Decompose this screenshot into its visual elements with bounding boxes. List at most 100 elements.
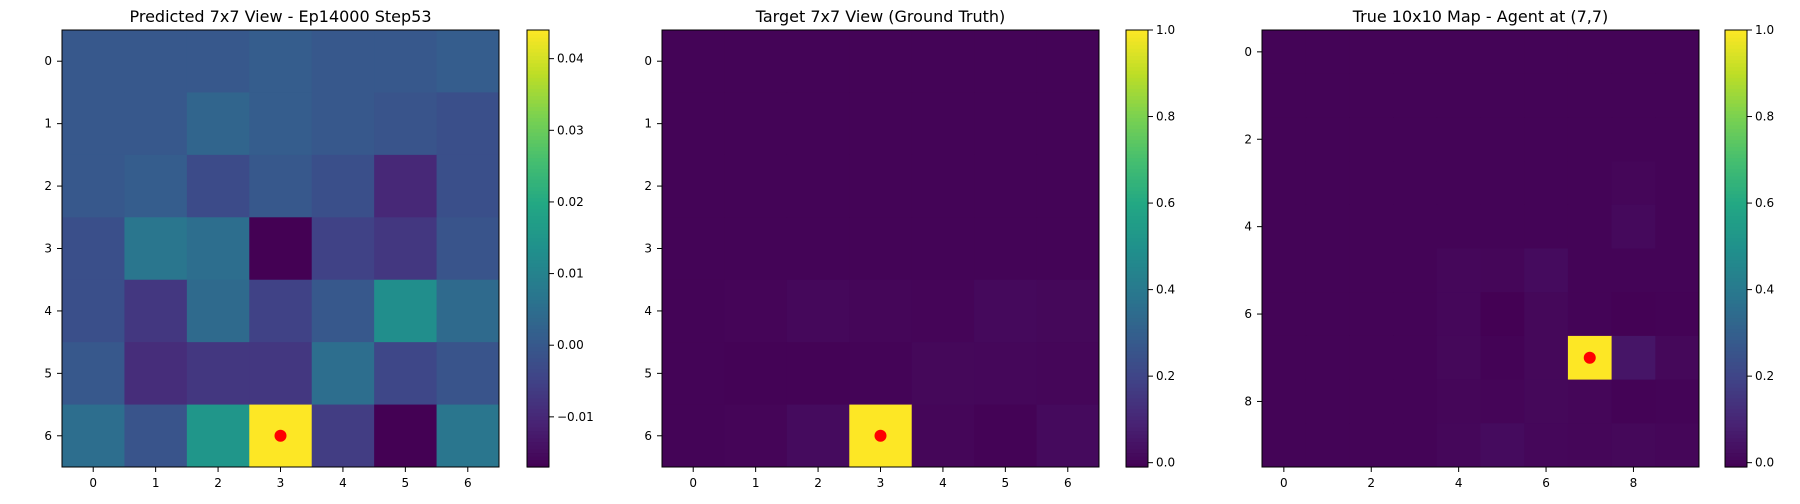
colorbar-tick-label: −0.01 <box>557 410 594 424</box>
heatmap-cell <box>1305 204 1350 249</box>
heatmap-cell <box>311 404 375 468</box>
heatmap-cell <box>1480 423 1525 468</box>
heatmap-cell <box>249 279 313 343</box>
heatmap-cell <box>1262 117 1307 162</box>
colorbar-segment <box>1725 157 1747 162</box>
colorbar-segment <box>1725 284 1747 290</box>
colorbar-segment <box>1725 368 1747 373</box>
colorbar-segment <box>1725 339 1747 344</box>
colorbar-segment <box>1725 317 1747 322</box>
heatmap-cell <box>1436 379 1481 424</box>
heatmap-cell <box>436 342 500 406</box>
heatmap-cell <box>124 342 188 406</box>
colorbar-segment <box>527 412 549 417</box>
heatmap-cell <box>311 279 375 343</box>
colorbar-segment <box>527 259 549 264</box>
colorbar-segment <box>527 390 549 395</box>
heatmap-cell <box>1655 204 1700 249</box>
colorbar-segment <box>1725 30 1747 35</box>
colorbar-segment <box>1725 102 1747 108</box>
heatmap-cell <box>1305 379 1350 424</box>
heatmap-cell <box>311 92 375 156</box>
heatmap-cell <box>1611 335 1656 381</box>
colorbar-segment <box>1126 328 1148 333</box>
heatmap-cell <box>1655 292 1700 337</box>
colorbar-segment <box>527 328 549 333</box>
heatmap-cell <box>374 92 438 156</box>
colorbar-segment <box>1126 303 1148 308</box>
heatmap-cell <box>1436 30 1481 75</box>
agent-marker <box>874 429 887 442</box>
colorbar-segment <box>527 30 549 35</box>
colorbar-segment <box>527 346 549 352</box>
colorbar-segment <box>527 113 549 118</box>
y-tick-label: 6 <box>44 429 52 443</box>
colorbar-segment <box>1126 299 1148 304</box>
colorbar-segment <box>1126 277 1148 282</box>
colorbar-segment <box>527 270 549 275</box>
colorbar-segment <box>1725 80 1747 86</box>
heatmap-cell <box>1567 379 1613 424</box>
heatmap-cell <box>1480 248 1525 293</box>
colorbar-segment <box>1725 357 1747 362</box>
colorbar-segment <box>1725 430 1747 435</box>
heatmap-cell <box>1655 335 1700 381</box>
x-tick-label: 5 <box>402 476 410 490</box>
heatmap-cell <box>374 279 438 343</box>
colorbar-segment <box>527 51 549 57</box>
heatmap-cell <box>1305 117 1350 162</box>
heatmap-cell <box>786 342 850 406</box>
colorbar-segment <box>1725 212 1747 217</box>
colorbar-segment <box>1126 419 1148 424</box>
colorbar-tick-label: 0.0 <box>1755 456 1774 470</box>
colorbar-segment <box>1126 248 1148 253</box>
colorbar-segment <box>1725 226 1747 231</box>
heatmap-cell <box>1305 335 1350 381</box>
colorbar-segment <box>1126 230 1148 235</box>
heatmap-cell <box>1262 335 1307 381</box>
heatmap-cell <box>911 404 975 468</box>
colorbar-segment <box>527 66 549 71</box>
colorbar-segment <box>1725 335 1747 341</box>
colorbar-tick-label: 0.00 <box>557 338 584 352</box>
colorbar-segment <box>1725 426 1747 432</box>
heatmap-cell <box>311 342 375 406</box>
heatmap-cell <box>849 30 913 93</box>
colorbar-segment <box>1126 335 1148 341</box>
colorbar-segment <box>1126 128 1148 133</box>
colorbar-segment <box>1725 70 1747 75</box>
heatmap-cell <box>62 342 125 406</box>
heatmap-cell <box>1036 342 1100 406</box>
heatmap-cell <box>436 404 500 468</box>
colorbar-segment <box>1725 299 1747 304</box>
heatmap-cell <box>1567 161 1613 206</box>
heatmap-cell <box>1262 73 1307 118</box>
colorbar-segment <box>1126 244 1148 250</box>
y-tick-label: 4 <box>44 304 52 318</box>
colorbar-segment <box>1126 379 1148 384</box>
heatmap-cell <box>186 154 250 218</box>
colorbar-segment <box>1725 405 1747 410</box>
colorbar-segment <box>527 303 549 308</box>
heatmap-cell <box>1480 335 1525 381</box>
colorbar-segment <box>1126 412 1148 417</box>
colorbar-segment <box>1725 88 1747 93</box>
heatmap-cell <box>1480 204 1525 249</box>
colorbar-segment <box>1126 84 1148 89</box>
colorbar-segment <box>1725 186 1747 191</box>
colorbar-segment <box>1725 456 1747 461</box>
colorbar-segment <box>1725 175 1747 180</box>
colorbar-segment <box>1126 310 1148 315</box>
colorbar-segment <box>1725 408 1747 413</box>
y-tick-label: 4 <box>644 304 652 318</box>
colorbar-segment <box>1126 30 1148 35</box>
colorbar-segment <box>527 230 549 235</box>
heatmap-cell <box>1436 161 1481 206</box>
colorbar-segment <box>1725 288 1747 293</box>
heatmap-cell <box>186 342 250 406</box>
colorbar-segment <box>1126 375 1148 381</box>
colorbar-segment <box>1725 379 1747 384</box>
x-tick-label: 0 <box>89 476 97 490</box>
colorbar-segment <box>527 335 549 341</box>
heatmap-cell <box>911 92 975 156</box>
